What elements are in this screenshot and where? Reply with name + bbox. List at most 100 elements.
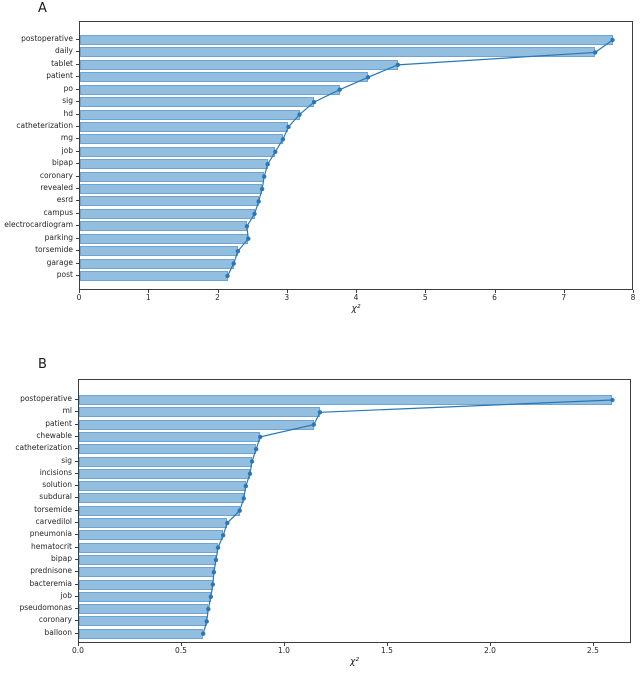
x-tick-label-2.5: 2.5 [586, 646, 599, 655]
y-tick-label-pneumonia: pneumonia [29, 529, 72, 539]
data-point-marker [247, 471, 253, 476]
panel-b-label: B [38, 357, 47, 372]
x-tick-mark [217, 290, 219, 293]
bar-hd [80, 109, 300, 120]
y-tick-label-tablet: tablet [51, 58, 73, 68]
y-tick-label-subdural: subdural [39, 492, 72, 502]
x-tick-mark [494, 290, 496, 293]
data-point-marker [297, 112, 302, 117]
data-point-marker [215, 545, 221, 550]
y-tick-mark [76, 150, 79, 152]
bar-bipap [80, 159, 268, 170]
data-point-marker [265, 162, 270, 167]
data-point-marker [262, 174, 267, 179]
bar-catheterization [80, 121, 289, 132]
data-point-marker [317, 410, 323, 415]
bar-daily [80, 47, 596, 58]
y-tick-label-garage: garage [46, 257, 73, 267]
y-tick-mark [76, 63, 79, 65]
x-tick-mark [563, 290, 565, 293]
panel-a-plot-area [79, 21, 633, 290]
y-tick-mark [75, 546, 78, 548]
x-tick-label-1.5: 1.5 [380, 646, 393, 655]
y-tick-mark [76, 88, 79, 90]
bar-postoperative [80, 35, 613, 45]
bar-bacteremia [79, 579, 213, 590]
panel-b-plot-area [78, 379, 631, 643]
y-tick-label-esrd: esrd [56, 195, 73, 205]
bar-electrocardiogram [80, 221, 247, 232]
x-tick-mark [79, 290, 80, 293]
overlay-line-series [225, 37, 615, 279]
y-tick-label-prednisone: prednisone [30, 566, 72, 576]
y-tick-mark [76, 225, 79, 227]
y-tick-label-hematocrit: hematocrit [30, 541, 72, 551]
x-tick-label-1: 1 [145, 293, 151, 302]
y-tick-label-post: post [56, 269, 73, 279]
overlay-line-series [200, 397, 615, 636]
data-point-marker [225, 520, 230, 526]
bar-revealed [80, 184, 263, 195]
y-tick-mark [76, 51, 79, 53]
x-tick-label-2: 2 [215, 293, 220, 302]
bar-sig [79, 456, 252, 467]
data-point-marker [395, 62, 401, 68]
data-point-marker [220, 533, 226, 538]
y-tick-mark [76, 188, 79, 190]
y-tick-mark [76, 39, 79, 40]
y-tick-mark [76, 76, 79, 78]
bar-mg [80, 134, 283, 145]
y-tick-mark [75, 571, 78, 573]
x-tick-mark [425, 290, 427, 293]
data-point-marker [213, 557, 219, 563]
y-tick-mark [75, 522, 78, 523]
data-point-marker [610, 397, 615, 403]
bar-patient [79, 419, 314, 430]
data-point-marker [237, 508, 242, 513]
y-tick-label-solution: solution [42, 480, 72, 490]
bar-balloon [79, 628, 204, 639]
data-point-marker [256, 199, 261, 204]
data-point-marker [593, 50, 598, 55]
y-tick-label-catheterization: catheterization [15, 443, 72, 453]
y-tick-label-patient: patient [45, 418, 72, 428]
y-tick-label-patient: patient [46, 71, 73, 81]
data-point-marker [243, 483, 249, 489]
bar-coronary [79, 616, 207, 627]
x-tick-mark [78, 643, 79, 646]
panel-b-x-axis-label: χ² [350, 657, 359, 667]
data-point-marker [208, 594, 214, 599]
bar-tablet [80, 59, 398, 70]
data-point-marker [225, 273, 230, 279]
bar-pseudomonas [79, 604, 209, 615]
data-point-marker [259, 186, 265, 192]
x-tick-label-0: 0 [76, 293, 82, 302]
y-tick-label-postoperative: postoperative [21, 34, 73, 43]
x-tick-mark [180, 643, 182, 646]
x-tick-label-0.0: 0.0 [72, 646, 84, 655]
y-tick-label-bipap: bipap [51, 553, 72, 563]
y-tick-mark [76, 274, 79, 276]
panel-a-label: A [38, 1, 47, 16]
y-tick-mark [75, 411, 78, 413]
y-tick-mark [75, 485, 78, 487]
x-tick-label-7: 7 [561, 293, 567, 302]
y-tick-mark [76, 250, 79, 252]
data-point-marker [235, 248, 241, 254]
data-point-marker [246, 236, 251, 241]
bar-job [80, 146, 276, 157]
bar-patient [80, 72, 369, 83]
y-tick-label-mg: mg [60, 133, 73, 143]
bar-parking [80, 233, 249, 244]
x-tick-label-0.5: 0.5 [175, 646, 187, 655]
y-tick-mark [75, 595, 78, 597]
bar-bipap [79, 554, 216, 565]
y-tick-mark [75, 448, 78, 450]
bar-torsemide [79, 505, 240, 516]
data-point-marker [311, 99, 317, 105]
y-tick-label-electrocardiogram: electrocardiogram [4, 220, 73, 230]
y-tick-mark [75, 435, 78, 437]
data-point-marker [204, 619, 209, 624]
bar-sig [80, 97, 315, 108]
y-tick-mark [75, 399, 78, 400]
